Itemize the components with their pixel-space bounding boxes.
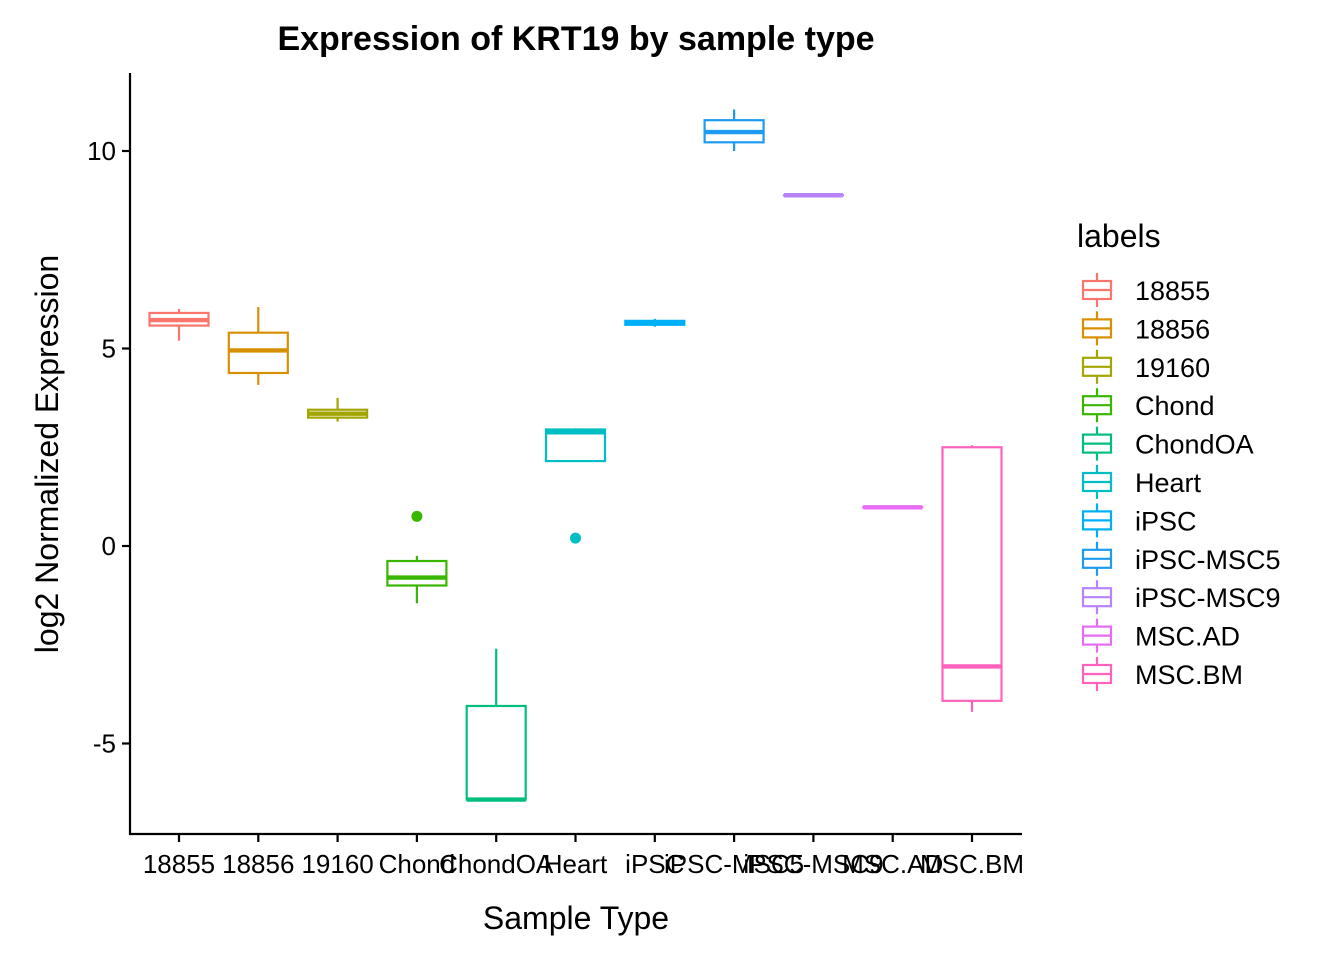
chart-title: Expression of KRT19 by sample type bbox=[277, 20, 874, 58]
box-group-19160 bbox=[307, 397, 369, 422]
x-tick-label: Chond bbox=[379, 849, 456, 879]
x-tick-label: Heart bbox=[544, 849, 608, 879]
legend-label: 18856 bbox=[1135, 314, 1210, 344]
outlier-point bbox=[570, 532, 581, 544]
y-axis-ticks: -5 0 5 10 bbox=[87, 136, 130, 759]
y-axis-title: log2 Normalized Expression bbox=[29, 255, 65, 653]
legend-item-MSC.AD: MSC.AD bbox=[1081, 618, 1240, 653]
legend-item-iPSC: iPSC bbox=[1081, 503, 1197, 538]
x-tick-label: iPSC-MSC9 bbox=[743, 849, 883, 879]
legend-label: Heart bbox=[1135, 468, 1202, 498]
legend-label: Chond bbox=[1135, 391, 1215, 421]
legend-label: 19160 bbox=[1135, 353, 1210, 383]
x-tick-label: MSC.BM bbox=[920, 849, 1024, 879]
x-axis-title: Sample Type bbox=[483, 900, 669, 936]
plot-area bbox=[148, 109, 1003, 802]
legend-item-iPSC-MSC5: iPSC-MSC5 bbox=[1081, 541, 1281, 576]
box bbox=[386, 559, 448, 587]
legend-item-Heart: Heart bbox=[1081, 465, 1202, 499]
legend-item-iPSC-MSC9: iPSC-MSC9 bbox=[1081, 580, 1281, 615]
box bbox=[465, 704, 527, 801]
legend-item-18856: 18856 bbox=[1081, 311, 1210, 346]
x-tick-label: 18856 bbox=[222, 849, 294, 879]
outlier-point bbox=[411, 510, 423, 522]
box-group-iPSC-MSC5 bbox=[703, 109, 765, 151]
box-group-iPSC bbox=[624, 318, 686, 327]
box-group-Chond bbox=[386, 510, 448, 604]
legend-label: 18855 bbox=[1135, 276, 1210, 306]
x-tick-label: 18855 bbox=[143, 849, 215, 879]
legend-item-Chond: Chond bbox=[1081, 388, 1215, 423]
legend-label: MSC.BM bbox=[1135, 660, 1243, 690]
box-group-18856 bbox=[227, 307, 289, 385]
box bbox=[941, 446, 1003, 702]
legend-item-MSC.BM: MSC.BM bbox=[1081, 657, 1243, 691]
y-tick-label: 5 bbox=[102, 334, 116, 364]
legend-label: iPSC-MSC5 bbox=[1135, 545, 1281, 575]
box-group-18855 bbox=[148, 309, 210, 341]
legend-label: ChondOA bbox=[1135, 430, 1254, 460]
legend-label: iPSC bbox=[1135, 506, 1197, 536]
y-tick-label: 0 bbox=[102, 531, 116, 561]
legend-item-18855: 18855 bbox=[1081, 273, 1210, 307]
x-tick-label: iPSC bbox=[625, 849, 684, 879]
box-group-MSC.BM bbox=[941, 445, 1003, 712]
legend: labels 18855 18856 19160 Chond ChondOA Heart i… bbox=[1077, 218, 1281, 691]
x-tick-label: 19160 bbox=[301, 849, 373, 879]
legend-label: MSC.AD bbox=[1135, 622, 1240, 652]
x-tick-label: iPSC-MSC5 bbox=[664, 849, 804, 879]
box-group-Heart bbox=[544, 428, 607, 544]
y-tick-label: -5 bbox=[93, 729, 116, 759]
legend-item-ChondOA: ChondOA bbox=[1081, 426, 1254, 461]
legend-item-19160: 19160 bbox=[1081, 349, 1210, 384]
y-tick-label: 10 bbox=[87, 136, 116, 166]
legend-label: iPSC-MSC9 bbox=[1135, 583, 1281, 613]
legend-title: labels bbox=[1077, 218, 1161, 254]
x-tick-label: MSC.AD bbox=[842, 849, 943, 879]
box bbox=[227, 331, 289, 375]
box-group-ChondOA bbox=[465, 648, 527, 802]
box bbox=[544, 428, 607, 463]
x-tick-label: ChondOA bbox=[439, 849, 554, 879]
